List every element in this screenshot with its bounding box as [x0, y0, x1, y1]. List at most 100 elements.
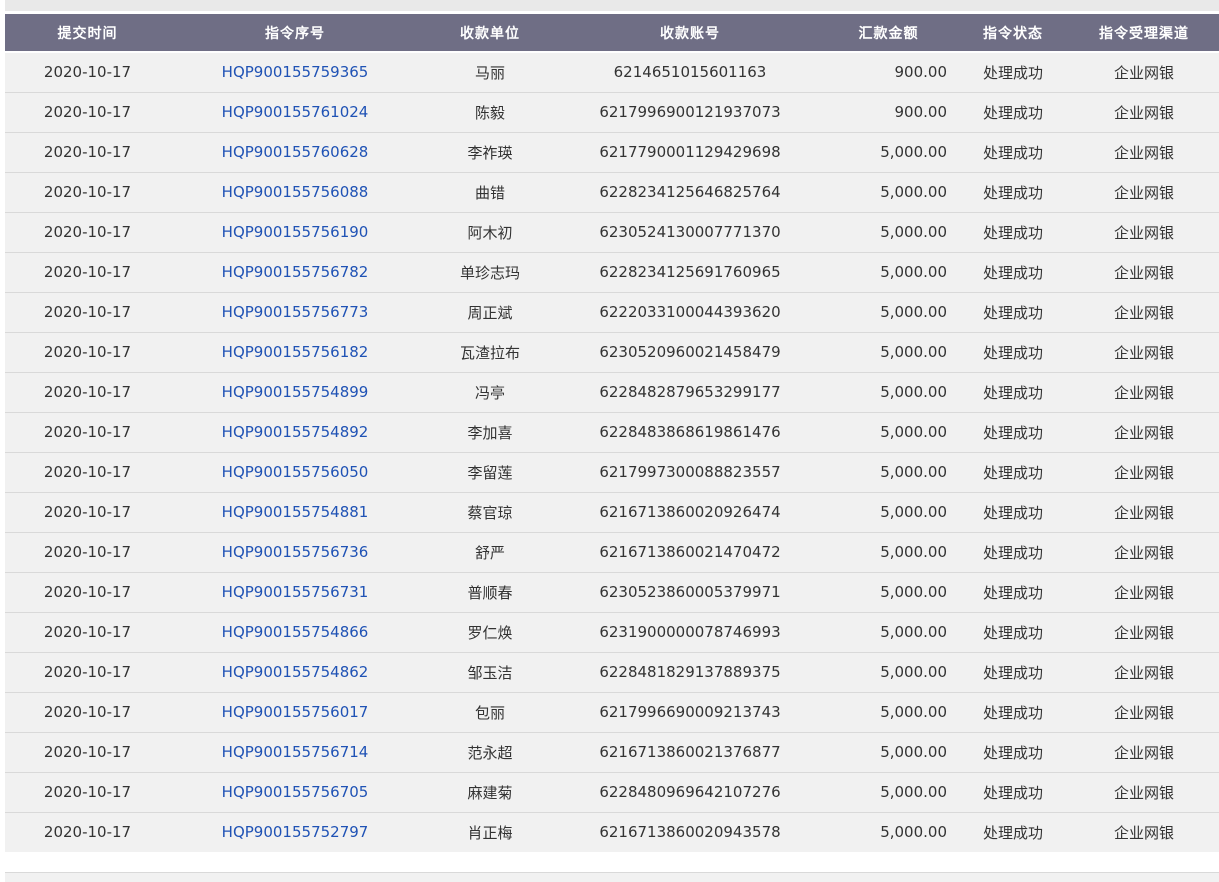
- cell-instruction-no: HQP900155756182: [170, 332, 420, 372]
- cell-channel: 企业网银: [1069, 692, 1219, 732]
- cell-status: 处理成功: [957, 332, 1069, 372]
- instruction-link[interactable]: HQP900155756773: [221, 303, 369, 321]
- header-row: 提交时间 指令序号 收款单位 收款账号 汇款金额 指令状态 指令受理渠道: [5, 14, 1219, 52]
- table-row: 2020-10-17 HQP900155754862 邹玉洁 622848182913…: [5, 652, 1219, 692]
- cell-payee-account: 6228482879653299177: [560, 372, 820, 412]
- instruction-link[interactable]: HQP900155756705: [221, 783, 369, 801]
- cell-amount: 5,000.00: [820, 372, 957, 412]
- cell-payee-name: 普顺春: [420, 572, 560, 612]
- cell-submit-time: 2020-10-17: [5, 692, 170, 732]
- cell-submit-time: 2020-10-17: [5, 212, 170, 252]
- cell-amount: 5,000.00: [820, 732, 957, 772]
- cell-submit-time: 2020-10-17: [5, 132, 170, 172]
- table-row: 2020-10-17 HQP900155756705 麻建菊 622848096964…: [5, 772, 1219, 812]
- cell-amount: 5,000.00: [820, 652, 957, 692]
- cell-channel: 企业网银: [1069, 372, 1219, 412]
- table-row: 2020-10-17 HQP900155756773 周正斌 622203310004…: [5, 292, 1219, 332]
- cell-payee-name: 蔡官琼: [420, 492, 560, 532]
- instruction-link[interactable]: HQP900155760628: [221, 143, 369, 161]
- cell-amount: 5,000.00: [820, 212, 957, 252]
- cell-channel: 企业网银: [1069, 92, 1219, 132]
- cell-payee-account: 6230523860005379971: [560, 572, 820, 612]
- cell-payee-account: 6216713860021470472: [560, 532, 820, 572]
- table-row: 2020-10-17 HQP900155761024 陈毅 6217996900121…: [5, 92, 1219, 132]
- cell-submit-time: 2020-10-17: [5, 292, 170, 332]
- cell-payee-account: 6228234125646825764: [560, 172, 820, 212]
- cell-amount: 5,000.00: [820, 452, 957, 492]
- cell-amount: 5,000.00: [820, 612, 957, 652]
- cell-payee-account: 6230524130007771370: [560, 212, 820, 252]
- cell-payee-name: 曲错: [420, 172, 560, 212]
- col-header-submit-time: 提交时间: [5, 14, 170, 52]
- instruction-link[interactable]: HQP900155756731: [221, 583, 369, 601]
- cell-status: 处理成功: [957, 492, 1069, 532]
- cell-channel: 企业网银: [1069, 532, 1219, 572]
- cell-payee-account: 6217790001129429698: [560, 132, 820, 172]
- cell-amount: 5,000.00: [820, 252, 957, 292]
- cell-payee-name: 阿木初: [420, 212, 560, 252]
- cell-payee-account: 6231900000078746993: [560, 612, 820, 652]
- instructions-table: 提交时间 指令序号 收款单位 收款账号 汇款金额 指令状态 指令受理渠道 2020-10-1…: [5, 14, 1219, 852]
- instruction-link[interactable]: HQP900155756782: [221, 263, 369, 281]
- cell-payee-name: 包丽: [420, 692, 560, 732]
- instruction-link[interactable]: HQP900155756190: [221, 223, 369, 241]
- instruction-link[interactable]: HQP900155756736: [221, 543, 369, 561]
- cell-instruction-no: HQP900155756773: [170, 292, 420, 332]
- cell-instruction-no: HQP900155756088: [170, 172, 420, 212]
- table-row: 2020-10-17 HQP900155759365 马丽 6214651015601…: [5, 52, 1219, 92]
- cell-amount: 5,000.00: [820, 812, 957, 852]
- cell-submit-time: 2020-10-17: [5, 332, 170, 372]
- cell-channel: 企业网银: [1069, 412, 1219, 452]
- table-row: 2020-10-17 HQP900155756190 阿木初 623052413000…: [5, 212, 1219, 252]
- cell-payee-name: 李加喜: [420, 412, 560, 452]
- cell-payee-name: 罗仁焕: [420, 612, 560, 652]
- instruction-link[interactable]: HQP900155756050: [221, 463, 369, 481]
- cell-instruction-no: HQP900155761024: [170, 92, 420, 132]
- instruction-link[interactable]: HQP900155756088: [221, 183, 369, 201]
- table-row: 2020-10-17 HQP900155756182 瓦渣拉布 62305209600…: [5, 332, 1219, 372]
- cell-channel: 企业网银: [1069, 332, 1219, 372]
- cell-status: 处理成功: [957, 772, 1069, 812]
- instruction-link[interactable]: HQP900155754892: [221, 423, 369, 441]
- cell-payee-name: 周正斌: [420, 292, 560, 332]
- table-row: 2020-10-17 HQP900155756088 曲错 6228234125646…: [5, 172, 1219, 212]
- table-body: 2020-10-17 HQP900155759365 马丽 6214651015601…: [5, 52, 1219, 852]
- cell-status: 处理成功: [957, 412, 1069, 452]
- col-header-instruction-no: 指令序号: [170, 14, 420, 52]
- instruction-link[interactable]: HQP900155752797: [221, 823, 369, 842]
- cell-channel: 企业网银: [1069, 292, 1219, 332]
- col-header-amount: 汇款金额: [820, 14, 957, 52]
- cell-payee-name: 肖正梅: [420, 812, 560, 852]
- instruction-link[interactable]: HQP900155754881: [221, 503, 369, 521]
- instruction-link[interactable]: HQP900155754899: [221, 383, 369, 401]
- cell-status: 处理成功: [957, 92, 1069, 132]
- instruction-link[interactable]: HQP900155759365: [221, 63, 369, 82]
- cell-payee-account: 6216713860021376877: [560, 732, 820, 772]
- cell-payee-account: 6217996690009213743: [560, 692, 820, 732]
- cell-status: 处理成功: [957, 372, 1069, 412]
- cell-channel: 企业网银: [1069, 52, 1219, 92]
- cell-submit-time: 2020-10-17: [5, 172, 170, 212]
- instruction-link[interactable]: HQP900155756182: [221, 343, 369, 361]
- cell-status: 处理成功: [957, 292, 1069, 332]
- col-header-payee-name: 收款单位: [420, 14, 560, 52]
- cell-submit-time: 2020-10-17: [5, 652, 170, 692]
- cell-payee-name: 邹玉洁: [420, 652, 560, 692]
- partial-next-row: [5, 872, 1219, 882]
- instruction-link[interactable]: HQP900155754866: [221, 623, 369, 641]
- instructions-table-container: 提交时间 指令序号 收款单位 收款账号 汇款金额 指令状态 指令受理渠道 2020-10-1…: [5, 14, 1219, 852]
- cell-submit-time: 2020-10-17: [5, 412, 170, 452]
- instruction-link[interactable]: HQP900155756017: [221, 703, 369, 721]
- table-row: 2020-10-17 HQP900155760628 李祚瑛 621779000112…: [5, 132, 1219, 172]
- instruction-link[interactable]: HQP900155761024: [221, 103, 369, 121]
- instruction-link[interactable]: HQP900155754862: [221, 663, 369, 681]
- cell-submit-time: 2020-10-17: [5, 732, 170, 772]
- col-header-status: 指令状态: [957, 14, 1069, 52]
- table-row: 2020-10-17 HQP900155754899 冯亭 6228482879653…: [5, 372, 1219, 412]
- table-header: 提交时间 指令序号 收款单位 收款账号 汇款金额 指令状态 指令受理渠道: [5, 14, 1219, 52]
- cell-payee-name: 李留莲: [420, 452, 560, 492]
- cell-submit-time: 2020-10-17: [5, 52, 170, 92]
- instruction-link[interactable]: HQP900155756714: [221, 743, 369, 761]
- cell-status: 处理成功: [957, 532, 1069, 572]
- cell-instruction-no: HQP900155756731: [170, 572, 420, 612]
